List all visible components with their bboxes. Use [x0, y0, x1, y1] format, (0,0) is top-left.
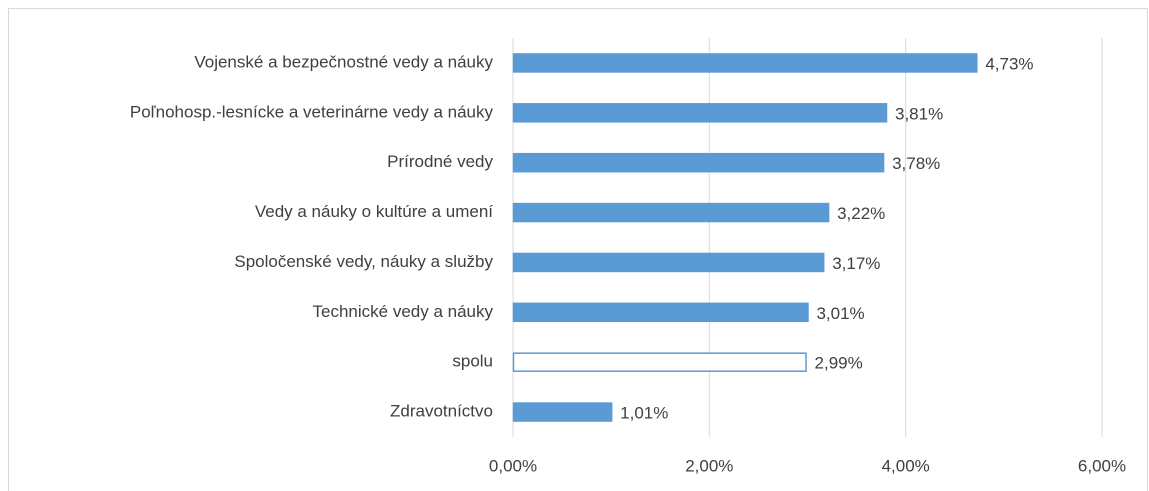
bar: [512, 302, 809, 323]
bar: [512, 352, 807, 372]
x-tick-label: 2,00%: [685, 456, 733, 475]
chart-border: [8, 8, 1148, 491]
data-label: 3,22%: [837, 204, 885, 223]
data-label: 4,73%: [985, 54, 1033, 73]
bar: [512, 252, 825, 273]
data-label: 3,17%: [832, 254, 880, 273]
bar: [512, 53, 978, 73]
y-tick-label: Spoločenské vedy, náuky a služby: [234, 252, 493, 271]
bar: [512, 202, 830, 223]
y-tick-label: Technické vedy a náuky: [313, 302, 494, 321]
y-tick-label: Prírodné vedy: [387, 152, 493, 171]
bar: [512, 402, 613, 422]
x-tick-label: 0,00%: [489, 456, 537, 475]
x-tick-label: 6,00%: [1078, 456, 1126, 475]
data-label: 3,78%: [892, 154, 940, 173]
y-tick-label: Vojenské a bezpečnostné vedy a náuky: [194, 52, 493, 71]
data-label: 1,01%: [620, 404, 668, 423]
y-tick-label: Zdravotníctvo: [390, 402, 493, 421]
y-tick-label: spolu: [452, 352, 493, 371]
y-tick-label: Poľnohosp.-lesnícke a veterinárne vedy a…: [130, 102, 494, 121]
y-tick-label: Vedy a náuky o kultúre a umení: [255, 202, 493, 221]
data-label: 2,99%: [815, 354, 863, 373]
data-label: 3,81%: [895, 104, 943, 123]
x-tick-label: 4,00%: [882, 456, 930, 475]
bar: [512, 152, 885, 173]
bar: [512, 103, 888, 123]
data-label: 3,01%: [816, 304, 864, 323]
